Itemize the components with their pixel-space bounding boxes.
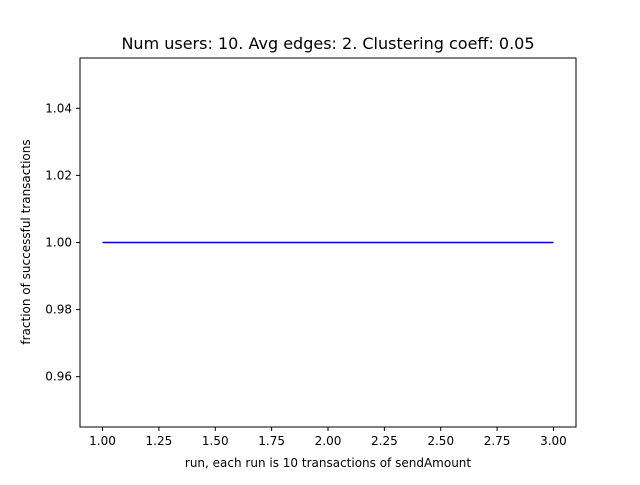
axes-frame	[79, 57, 577, 428]
y-tick-label: 1.00	[45, 236, 72, 250]
x-tick-label: 1.50	[202, 434, 229, 448]
y-axis-label: fraction of successful transactions	[19, 139, 33, 344]
x-tick-label: 2.50	[427, 434, 454, 448]
x-tick-label: 1.25	[146, 434, 173, 448]
x-tick-label: 2.25	[371, 434, 398, 448]
y-tick-label: 0.98	[45, 303, 72, 317]
x-tick-label: 2.00	[315, 434, 342, 448]
x-tick-label: 1.75	[258, 434, 285, 448]
y-tick-label: 1.04	[45, 101, 72, 115]
x-tick-label: 3.00	[540, 434, 567, 448]
y-tick-label: 0.96	[45, 370, 72, 384]
chart-title: Num users: 10. Avg edges: 2. Clustering …	[121, 34, 534, 53]
y-axis-ticks: 0.96 0.98 1.00 1.02 1.04	[45, 101, 80, 384]
x-axis-ticks: 1.00 1.25 1.50 1.75 2.00 2.25 2.50 2.75 3.00	[89, 427, 567, 448]
x-tick-label: 2.75	[484, 434, 511, 448]
x-axis-label: run, each run is 10 transactions of send…	[185, 456, 472, 470]
y-tick-label: 1.02	[45, 168, 72, 182]
x-tick-label: 1.00	[89, 434, 116, 448]
